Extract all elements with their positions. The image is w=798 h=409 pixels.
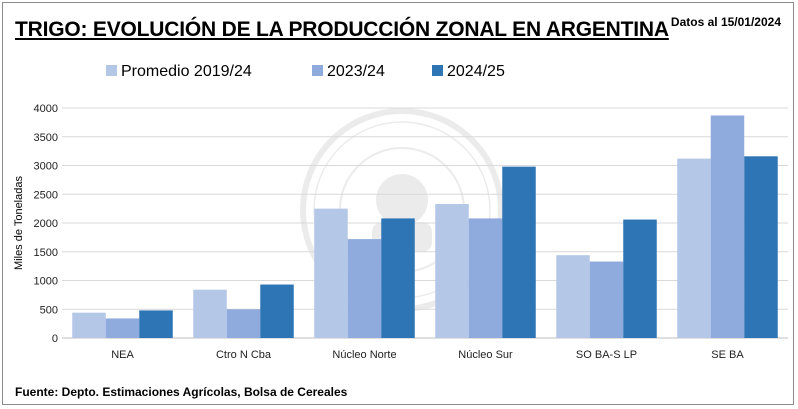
x-tick-label: NEA [111,349,134,361]
x-tick-label: Ctro N Cba [216,349,272,361]
y-tick-label: 1000 [34,276,58,288]
chart-title: TRIGO: EVOLUCIÓN DE LA PRODUCCIÓN ZONAL … [15,18,669,41]
bar [589,261,624,338]
bar [381,218,415,338]
bar [710,115,745,338]
legend-swatch [312,65,323,76]
x-tick-label: Núcleo Sur [458,349,513,361]
legend-label: 2024/25 [447,63,505,80]
legend-label: Promedio 2019/24 [121,63,252,80]
y-tick-label: 4000 [34,103,58,115]
x-tick-label: SE BA [711,349,744,361]
date-note: Datos al 15/01/2024 [670,15,781,29]
legend-swatch [106,65,117,76]
bar [226,309,261,338]
legend: Promedio 2019/24 2023/24 2024/25 [106,63,505,80]
bar [139,310,173,338]
bar [72,312,106,338]
y-tick-label: 3500 [34,132,58,144]
y-tick-label: 0 [52,333,58,345]
x-tick-labels: NEA Ctro N Cba Núcleo Norte Núcleo Sur SO BA… [111,349,744,361]
bar [314,208,348,338]
x-tick-label: Núcleo Norte [332,349,396,361]
bar [105,318,140,338]
bar [677,158,711,338]
bar [502,166,536,338]
bar [623,219,657,338]
y-tick-label: 2500 [34,189,58,201]
y-tick-label: 3000 [34,161,58,173]
y-tick-label: 1500 [34,247,58,259]
y-axis-label: Miles de Toneladas [13,176,25,270]
bar [347,239,382,338]
y-tick-labels: 0 500 1000 1500 2000 2500 3000 3500 4000 [34,103,58,345]
bars-group [72,115,778,338]
bar [260,284,294,338]
bar [556,255,590,338]
bar [193,289,227,338]
legend-label: 2023/24 [327,63,385,80]
grid-lines [62,107,788,339]
bar [435,204,469,338]
y-tick-label: 500 [40,304,58,316]
x-tick-label: SO BA-S LP [576,349,637,361]
y-tick-label: 2000 [34,218,58,230]
bar [468,218,503,338]
legend-swatch [432,65,443,76]
source-note: Fuente: Depto. Estimaciones Agrícolas, B… [15,385,348,399]
bar [744,156,778,338]
